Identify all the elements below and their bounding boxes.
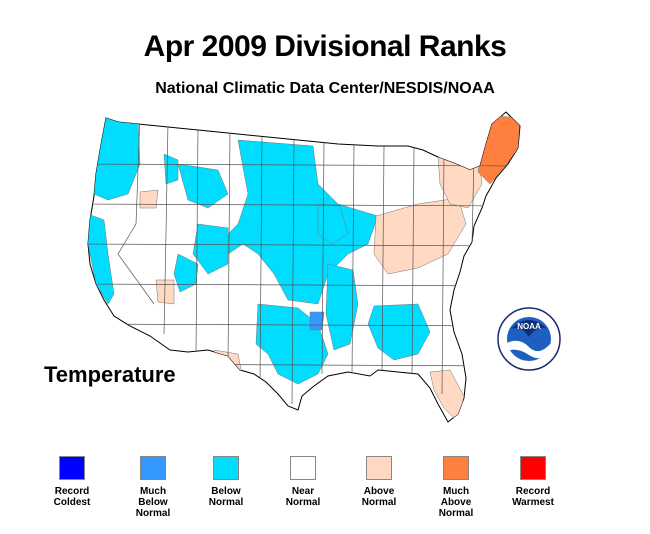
us-divisional-map [87,111,521,423]
region-northern-rockies-below [177,163,229,209]
legend-label: Above Normal [361,486,397,508]
legend-item-much-below-normal: Much Below Normal [113,456,193,519]
legend-swatch [520,456,546,480]
region-midwest-below [317,203,349,245]
legend-label: Below Normal [208,486,244,508]
legend-item-near-normal: Near Normal [263,456,343,508]
region-california-coast-below [88,213,115,305]
map-subtitle: National Climatic Data Center/NESDIS/NOA… [155,80,495,97]
noaa-logo-text: NOAA [517,322,541,331]
legend-swatch [140,456,166,480]
region-colorado-below [192,223,229,275]
division-regions [88,113,520,422]
legend-item-below-normal: Below Normal [186,456,266,508]
legend-swatch [366,456,392,480]
map-title: Apr 2009 Divisional Ranks [143,30,507,63]
region-southwest-below [173,253,199,293]
legend-swatch [59,456,85,480]
legend-item-record-warmest: Record Warmest [493,456,573,508]
region-southeast-below [367,303,431,361]
legend-item-above-normal: Above Normal [339,456,419,508]
legend: Record Coldest Much Below Normal Below N… [0,456,650,526]
legend-swatch [290,456,316,480]
region-oklahoma-much-below [309,311,325,331]
legend-label: Record Coldest [53,486,91,508]
region-florida-above [429,369,465,422]
variable-label: Temperature [44,362,176,387]
legend-label: Record Warmest [512,486,554,508]
legend-label: Near Normal [285,486,321,508]
legend-swatch [443,456,469,480]
legend-label: Much Below Normal [135,486,171,519]
legend-item-record-coldest: Record Coldest [32,456,112,508]
legend-swatch [213,456,239,480]
noaa-logo: NOAA [497,307,561,371]
region-oregon-above [139,189,159,209]
legend-label: Much Above Normal [438,486,474,519]
legend-item-much-above-normal: Much Above Normal [416,456,496,519]
